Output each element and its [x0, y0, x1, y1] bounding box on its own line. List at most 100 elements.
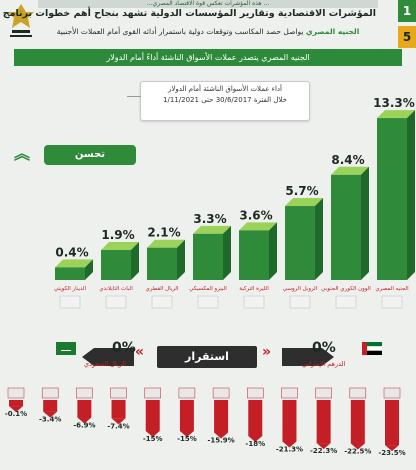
bar-top-6: [101, 242, 139, 251]
negative-bar-rect-9: [316, 400, 331, 444]
negative-bar-rect-7: [248, 400, 263, 436]
stable-label-aed: الدرهم الإماراتي: [302, 360, 346, 368]
negative-value-label-4: -15%: [143, 435, 163, 443]
bar-category-label-5: الريال القطري: [145, 286, 178, 292]
negative-bar-1: [41, 387, 59, 418]
uae-flag-icon: [362, 342, 382, 355]
improve-label-group: ︽ تحسن: [6, 140, 136, 168]
negative-bar-11: [383, 387, 401, 452]
negative-value-label-7: -18%: [245, 440, 265, 448]
negative-bar-rect-11: [385, 400, 399, 446]
negative-bar-3: [110, 387, 127, 425]
negative-value-label-8: -21.3%: [276, 446, 303, 454]
negative-bar-rect-5: [179, 400, 194, 431]
bar-front-1: [331, 174, 361, 280]
bar-value-label-0: 13.3%: [373, 96, 415, 110]
negative-bar-tip-5: [179, 431, 194, 437]
negative-bar-6: [212, 387, 230, 439]
bar-front-3: [239, 230, 269, 280]
negative-value-label-6: -15.9%: [207, 437, 234, 445]
bar-value-label-4: 3.3%: [193, 212, 226, 226]
negative-flag-icon-11: [383, 387, 401, 399]
stable-value-sar: 0%: [112, 340, 136, 356]
negative-bar-5: [178, 387, 196, 437]
bar-4: [193, 225, 231, 280]
saudi-flag-icon: [56, 342, 76, 355]
chevron-left-icon: «: [135, 344, 145, 360]
bar-3: [239, 222, 277, 280]
negative-bar-tip-8: [282, 441, 297, 448]
positive-bar-chart: 13.3% الجنيه المصري 8.4% الوون الكوري الجنو…: [54, 96, 415, 309]
negative-value-label-9: -22.3%: [310, 447, 337, 455]
bar-side-5: [177, 239, 185, 280]
negative-bar-tip-10: [350, 443, 365, 450]
bar-front-5: [147, 247, 177, 280]
negative-bar-tip-4: [145, 431, 160, 437]
stable-arrow-right: [282, 348, 334, 366]
bar-top-2: [285, 198, 323, 207]
negative-flag-icon-2: [76, 387, 93, 399]
stable-value-aed: 0%: [312, 340, 336, 356]
bar-flag-icon-1: [335, 295, 357, 309]
negative-bar-rect-8: [282, 400, 297, 442]
negative-flag-icon-6: [212, 387, 230, 399]
bar-front-0: [377, 118, 407, 280]
bar-top-3: [239, 222, 277, 231]
double-chevron-up-icon: ︽: [14, 144, 31, 163]
negative-bar-tip-6: [214, 432, 229, 439]
negative-bar-7: [247, 387, 264, 442]
negative-flag-icon-9: [315, 387, 332, 399]
negative-flag-icon-0: [7, 387, 25, 399]
bar-top-5: [147, 239, 185, 248]
negative-bar-rect-1: [43, 400, 58, 412]
bar-value-label-5: 2.1%: [147, 226, 180, 240]
bar-top-7: [55, 259, 93, 268]
negative-value-label-2: -6.9%: [73, 422, 95, 430]
bar-value-label-3: 3.6%: [239, 208, 272, 222]
stable-label-sar: الريال السعودي: [84, 360, 127, 368]
negative-bar-9: [315, 387, 332, 450]
negative-bar-10: [349, 387, 367, 450]
bar-value-label-6: 1.9%: [101, 228, 134, 242]
bar-top-0: [377, 110, 415, 119]
negative-bar-tip-3: [111, 418, 126, 425]
bar-front-4: [193, 233, 223, 280]
section-banner: الجنيه المصري يتصدر عملات الأسواق الناشئ…: [14, 49, 402, 66]
chart-legend-box: أداء عملات الأسواق الناشئة أمام الدولار …: [127, 81, 310, 121]
negative-bar-rect-10: [350, 400, 365, 444]
negative-value-label-3: -7.4%: [107, 422, 129, 430]
bar-2: [285, 198, 323, 280]
bar-side-3: [269, 222, 277, 280]
negative-bar-rect-4: [145, 400, 160, 431]
legend-line-2: خلال الفترة 30/6/2017 حتى 1/11/2021: [163, 96, 287, 104]
bar-flag-icon-0: [381, 295, 403, 309]
bar-category-label-0: الجنيه المصري: [375, 286, 409, 292]
bar-0: [377, 110, 415, 280]
bar-side-1: [361, 166, 369, 280]
bar-top-1: [331, 166, 369, 175]
negative-value-label-0: -0.1%: [5, 410, 27, 418]
bar-flag-icon-7: [59, 295, 81, 309]
stable-label: استقرار: [157, 346, 257, 368]
subtitle-rest: يواصل حصد المكاسب وتوقعات دولية باستمرار…: [56, 27, 304, 36]
negative-flag-icon-10: [349, 387, 367, 399]
negative-bar-tip-1: [43, 411, 58, 418]
negative-bar-4: [144, 387, 161, 437]
negative-bar-rect-3: [111, 400, 126, 419]
badge-number-1: 1: [398, 0, 416, 22]
bar-front-7: [55, 267, 85, 280]
bar-1: [331, 166, 369, 280]
negative-flag-icon-4: [144, 387, 161, 399]
bar-flag-icon-3: [243, 295, 265, 309]
negative-bar-tip-7: [248, 436, 263, 442]
improve-label: تحسن: [44, 145, 136, 165]
negative-flag-icon-3: [110, 387, 127, 399]
top-strip-text: ...هذه المؤشرات تعكس قوة الاقتصاد المصري…: [146, 0, 270, 7]
bar-category-label-1: الوون الكوري الجنوبي: [321, 285, 371, 292]
chevron-right-icon: »: [262, 344, 272, 360]
negative-bar-8: [281, 387, 298, 448]
bar-flag-icon-5: [151, 295, 173, 309]
negative-bar-rect-0: [9, 400, 23, 407]
negative-bar-tip-9: [316, 443, 331, 450]
negative-value-label-1: -3.4%: [39, 416, 61, 424]
